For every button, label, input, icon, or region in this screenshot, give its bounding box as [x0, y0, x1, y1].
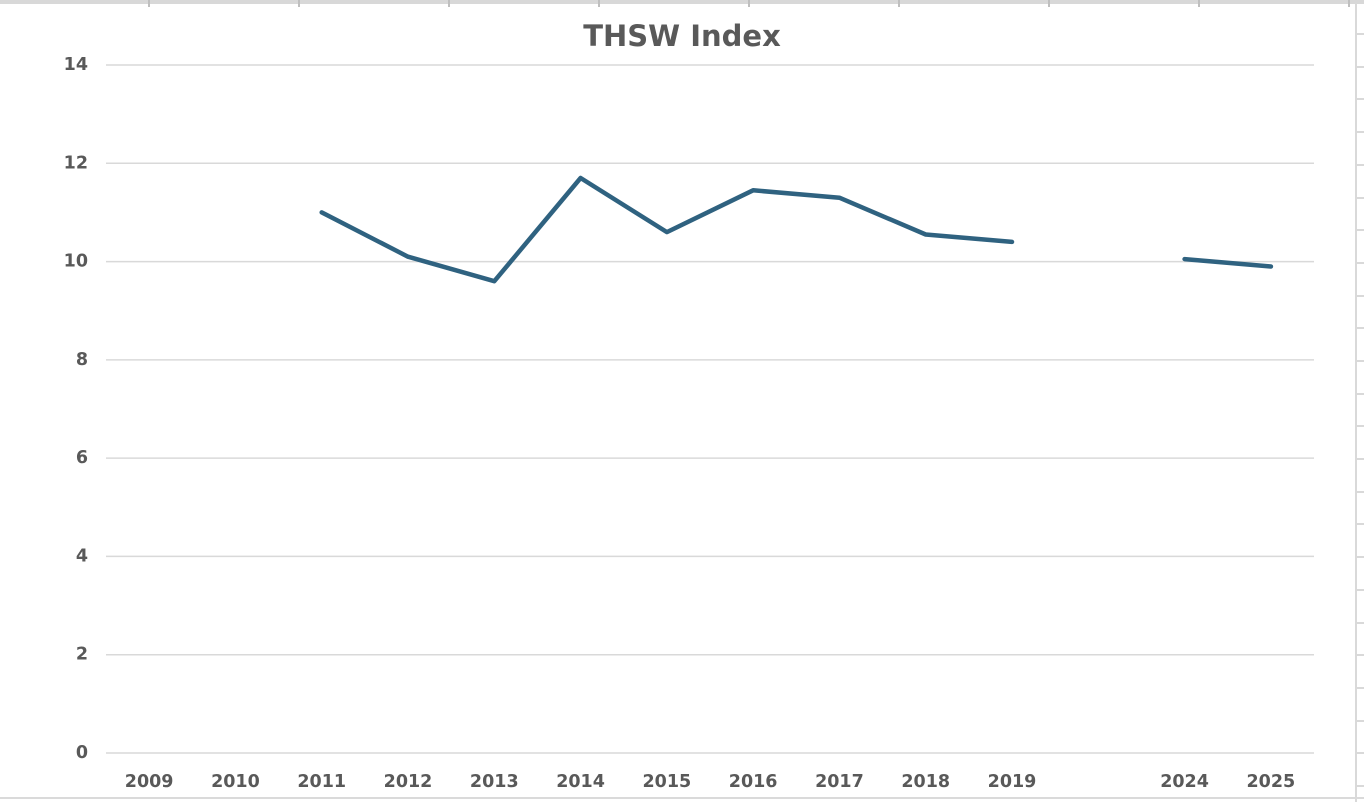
spreadsheet-row-tick [1356, 98, 1364, 100]
spreadsheet-row-tick [1356, 33, 1364, 35]
spreadsheet-row-tick [1356, 425, 1364, 427]
spreadsheet-bottom-gridline [0, 797, 1364, 799]
spreadsheet-column-tick [448, 0, 450, 7]
spreadsheet-row-tick [1356, 458, 1364, 460]
x-tick-label: 2013 [470, 772, 519, 792]
y-tick-label: 8 [76, 350, 88, 370]
x-tick-label: 2012 [384, 772, 433, 792]
spreadsheet-row-tick [1356, 393, 1364, 395]
spreadsheet-row-tick [1356, 622, 1364, 624]
spreadsheet-row-tick [1356, 295, 1364, 297]
spreadsheet-row-tick [1356, 556, 1364, 558]
spreadsheet-row-tick [1356, 131, 1364, 133]
spreadsheet-column-tick [1348, 0, 1350, 7]
spreadsheet-column-tick [1048, 0, 1050, 7]
spreadsheet-row-tick [1356, 197, 1364, 199]
x-tick-label: 2019 [988, 772, 1037, 792]
spreadsheet-row-tick [1356, 523, 1364, 525]
y-tick-label: 14 [64, 55, 88, 75]
x-tick-label: 2024 [1160, 772, 1209, 792]
spreadsheet-column-tick [298, 0, 300, 7]
spreadsheet-row-tick [1356, 229, 1364, 231]
spreadsheet-right-gridline [1355, 3, 1357, 802]
spreadsheet-column-tick [598, 0, 600, 7]
spreadsheet-row-tick [1356, 752, 1364, 754]
x-tick-label: 2018 [901, 772, 950, 792]
spreadsheet-row-tick [1356, 66, 1364, 68]
y-tick-label: 12 [64, 153, 88, 173]
x-tick-label: 2017 [815, 772, 864, 792]
spreadsheet-row-tick [1356, 491, 1364, 493]
x-tick-label: 2016 [729, 772, 778, 792]
spreadsheet-row-tick [1356, 164, 1364, 166]
spreadsheet-row-tick [1356, 687, 1364, 689]
data-line-segment [1182, 256, 1274, 269]
spreadsheet-row-tick [1356, 785, 1364, 787]
data-line-series [319, 175, 1274, 284]
spreadsheet-row-tick [1356, 589, 1364, 591]
spreadsheet-row-tick [1356, 262, 1364, 264]
spreadsheet-column-tick [1198, 0, 1200, 7]
y-tick-label: 0 [76, 743, 88, 763]
x-tick-label: 2011 [297, 772, 346, 792]
y-tick-label: 4 [76, 546, 88, 566]
spreadsheet-top-gridline [0, 0, 1364, 4]
x-tick-label: 2015 [642, 772, 691, 792]
chart-title: THSW Index [583, 19, 781, 53]
data-line-segment [319, 175, 1015, 284]
spreadsheet-row-tick [1356, 654, 1364, 656]
y-tick-label: 10 [64, 252, 88, 272]
spreadsheet-column-tick [748, 0, 750, 7]
y-tick-label: 2 [76, 645, 88, 665]
y-tick-label: 6 [76, 448, 88, 468]
x-tick-label: 2025 [1246, 772, 1295, 792]
x-tick-label: 2009 [125, 772, 174, 792]
spreadsheet-row-tick [1356, 327, 1364, 329]
spreadsheet-row-tick [1356, 360, 1364, 362]
spreadsheet-column-tick [898, 0, 900, 7]
x-tick-label: 2014 [556, 772, 605, 792]
x-axis-labels: 2009 2010 2011 2012 2013 2014 2015 2016 2017 2018… [125, 772, 1295, 792]
spreadsheet-row-tick [1356, 720, 1364, 722]
spreadsheet-column-tick [148, 0, 150, 7]
x-tick-label: 2010 [211, 772, 260, 792]
y-gridlines [106, 64, 1314, 754]
y-axis-labels: 0 2 4 6 8 10 12 14 [64, 55, 88, 763]
